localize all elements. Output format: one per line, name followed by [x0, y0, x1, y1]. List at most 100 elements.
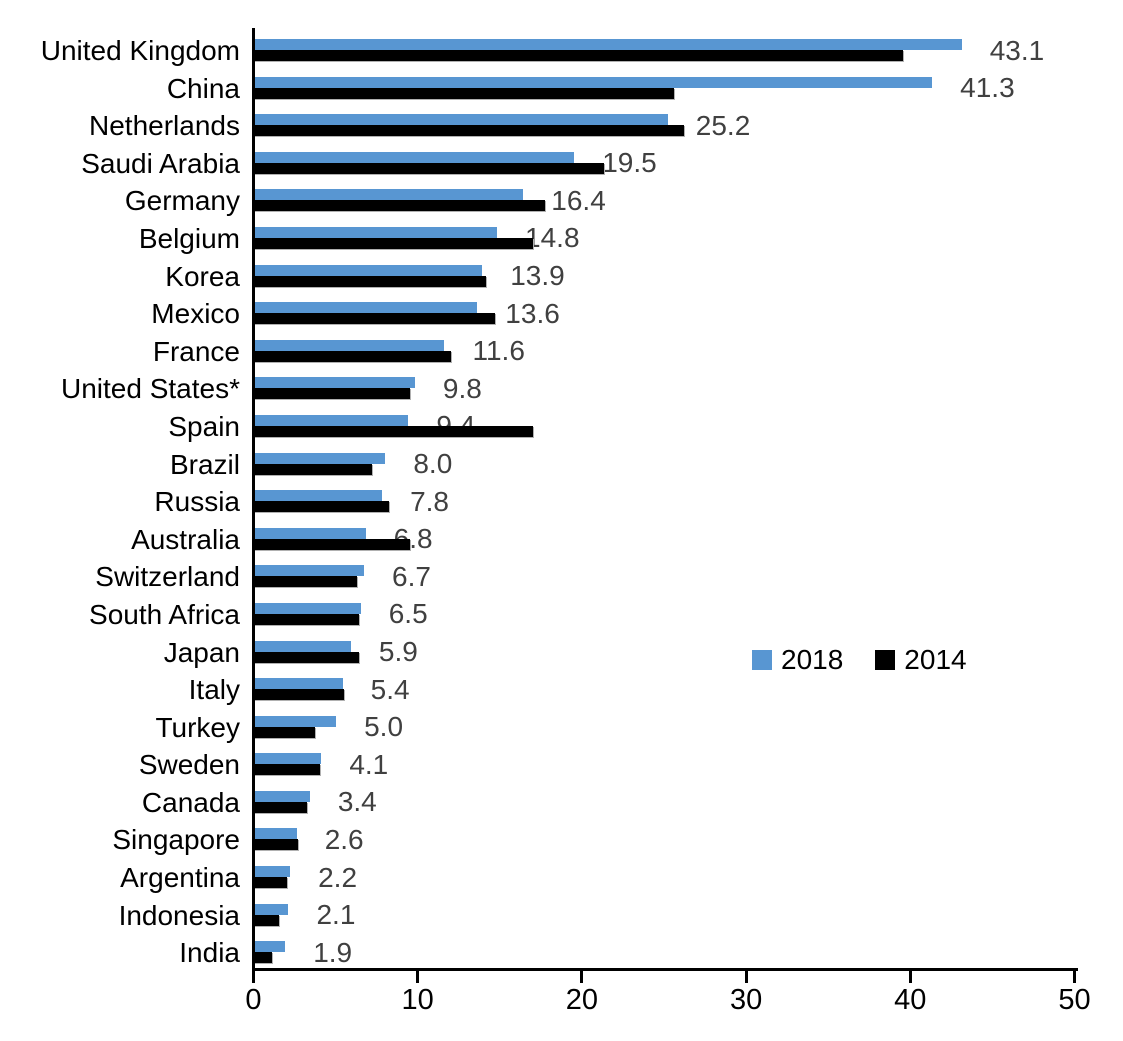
category-row: France 11.6: [0, 331, 1123, 369]
value-label: 3.4: [337, 786, 377, 818]
bar-2014: [254, 50, 903, 61]
bar-group: 1.9: [254, 932, 1123, 970]
x-tick: [580, 971, 584, 983]
legend-label-2018: 2018: [781, 644, 844, 675]
country-label: Russia: [154, 486, 240, 518]
country-label: Korea: [165, 260, 240, 292]
bar-2014: [254, 726, 315, 738]
bar-2014: [254, 651, 360, 663]
value-label: 41.3: [960, 72, 1015, 104]
value-label: 13.6: [505, 297, 560, 329]
x-tick-label: 10: [401, 984, 434, 1016]
bar-group: 6.7: [254, 556, 1123, 594]
category-row: Singapore 2.6: [0, 819, 1123, 857]
legend-item-2018: 2018: [752, 644, 844, 675]
bar-group: 25.2: [254, 105, 1123, 143]
category-row: United Kingdom 43.1: [0, 30, 1123, 68]
category-row: Japan 5.9: [0, 632, 1123, 670]
bar-2018: [254, 302, 478, 314]
category-row: Italy 5.4: [0, 669, 1123, 707]
bar-group: 4.1: [254, 744, 1123, 782]
x-tick-label: 20: [565, 984, 599, 1016]
country-label: Belgium: [138, 222, 240, 254]
x-tick-label: 40: [894, 984, 927, 1016]
value-label: 16.4: [551, 184, 606, 216]
x-tick: [908, 971, 912, 983]
category-row: China 41.3: [0, 68, 1123, 106]
bar-group: 3.4: [254, 782, 1123, 820]
bar-2018: [254, 414, 409, 426]
bar-2014: [254, 162, 604, 174]
bar-2018: [254, 39, 962, 50]
bar-group: 43.1: [254, 30, 1123, 68]
value-label: 13.9: [510, 260, 565, 292]
category-row: Belgium 14.8: [0, 218, 1123, 256]
country-label: South Africa: [89, 598, 240, 630]
bar-2018: [254, 452, 386, 464]
bar-group: 16.4: [254, 180, 1123, 218]
country-label: India: [179, 937, 240, 969]
legend-swatch-2018: [752, 650, 772, 670]
bar-group: 41.3: [254, 68, 1123, 106]
value-label: 5.9: [378, 636, 418, 667]
plot-area: United Kingdom 43.1 China 41.3 Netherlan…: [0, 30, 1123, 970]
bar-group: 13.6: [254, 293, 1123, 331]
country-label: Germany: [124, 185, 240, 217]
country-label: Italy: [188, 674, 240, 706]
category-row: Switzerland 6.7: [0, 556, 1123, 594]
value-label: 14.8: [525, 222, 580, 254]
x-tick: [416, 971, 420, 983]
bar-2018: [254, 226, 498, 238]
value-label: 1.9: [313, 936, 353, 968]
bar-2014: [254, 275, 486, 287]
bar-group: 19.5: [254, 143, 1123, 181]
bar-2018: [254, 189, 524, 201]
country-label: China: [166, 72, 240, 104]
country-label: Mexico: [151, 298, 240, 330]
value-label: 5.0: [364, 711, 404, 743]
bar-2014: [254, 689, 345, 701]
bar-2018: [254, 941, 286, 953]
x-tick-label: 0: [245, 984, 262, 1016]
category-row: Saudi Arabia 19.5: [0, 143, 1123, 181]
category-row: India 1.9: [0, 932, 1123, 970]
value-label: 43.1: [989, 34, 1045, 66]
bar-2018: [254, 715, 337, 727]
bar-group: 5.9: [254, 632, 1123, 670]
bar-2018: [254, 866, 291, 878]
category-row: Australia 6.8: [0, 519, 1123, 557]
country-label: France: [152, 335, 240, 367]
bar-2014: [254, 801, 307, 813]
y-axis-line: [252, 28, 255, 971]
legend: 2018 2014: [752, 644, 967, 675]
value-label: 19.5: [602, 147, 657, 179]
country-label: United States*: [61, 373, 240, 405]
x-tick: [1073, 971, 1076, 983]
bar-2018: [254, 678, 343, 690]
bar-group: 7.8: [254, 481, 1123, 519]
category-row: United States* 9.8: [0, 368, 1123, 406]
x-tick: [744, 971, 748, 983]
legend-swatch-2014: [875, 650, 896, 670]
bar-2014: [254, 237, 534, 249]
bar-group: 8.0: [254, 444, 1123, 482]
value-label: 6.5: [388, 598, 428, 630]
country-label: Saudi Arabia: [81, 147, 240, 179]
country-label: Japan: [163, 636, 240, 668]
category-row: Germany 16.4: [0, 180, 1123, 218]
category-row: Indonesia 2.1: [0, 895, 1123, 933]
country-label: Canada: [141, 786, 240, 818]
country-label: Australia: [131, 523, 240, 555]
value-label: 2.6: [324, 823, 364, 855]
x-tick: [252, 971, 255, 983]
value-label: 2.1: [316, 899, 356, 931]
x-tick-label: 30: [729, 984, 763, 1016]
bar-2018: [254, 339, 445, 351]
bar-2018: [254, 602, 361, 614]
category-row: Canada 3.4: [0, 782, 1123, 820]
country-label: Turkey: [155, 711, 240, 743]
bar-group: 2.1: [254, 895, 1123, 933]
bar-group: 9.8: [254, 368, 1123, 406]
bar-2018: [254, 565, 364, 577]
bar-2014: [254, 200, 545, 212]
